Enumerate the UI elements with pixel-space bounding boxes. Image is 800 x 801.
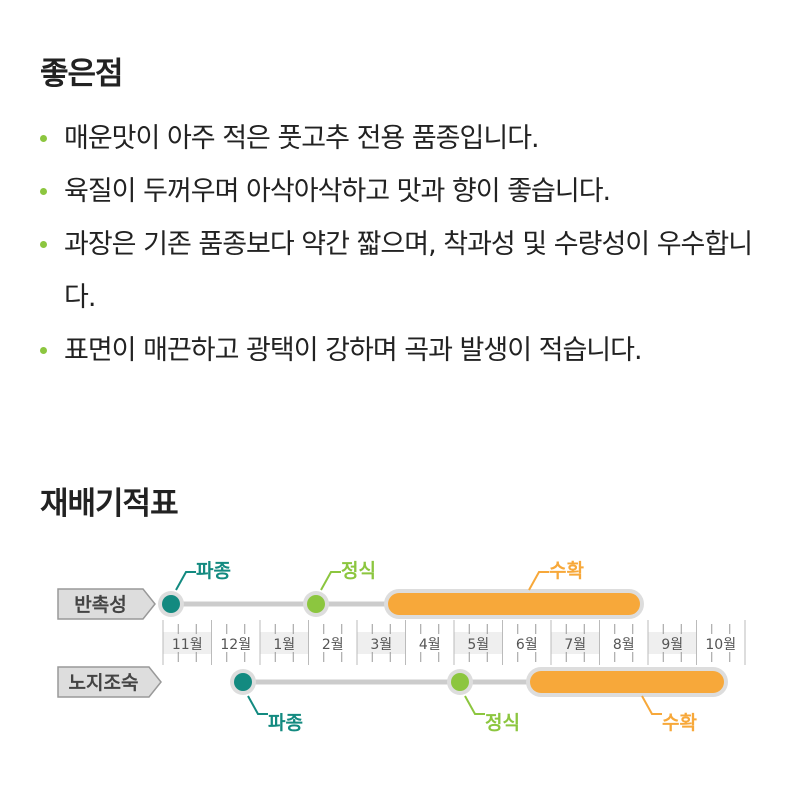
harvest-bar [530, 671, 724, 693]
month-label: 8월 [613, 637, 635, 653]
planting-label: 정식 [485, 712, 520, 734]
month-label: 12월 [220, 637, 251, 653]
harvest-label: 수확 [662, 711, 697, 734]
planting-label: 정식 [341, 560, 376, 582]
callout-line [320, 571, 341, 591]
month-band [357, 632, 406, 654]
month-band [163, 632, 212, 654]
item-text: 과장은 기존 품종보다 약간 짧으며, 착과성 및 수량성이 우수합니다. [64, 229, 753, 313]
month-label: 7월 [564, 637, 586, 653]
month-band [648, 632, 697, 654]
month-band [454, 632, 503, 654]
month-label: 3월 [370, 637, 392, 653]
callout-line [247, 695, 268, 715]
month-label: 9월 [661, 637, 683, 653]
sowing-label: 파종 [268, 712, 303, 734]
advantages-title: 좋은점 [40, 56, 124, 92]
month-band [260, 632, 309, 654]
month-label: 10월 [705, 637, 736, 653]
month-label: 1월 [273, 637, 295, 653]
bullet-icon [40, 188, 47, 195]
item-text: 표면이 매끈하고 광택이 강하며 곡과 발생이 적습니다. [64, 335, 643, 366]
sowing-marker [162, 595, 180, 613]
row-label-box [57, 666, 162, 698]
month-band [551, 632, 600, 654]
callout-line [528, 571, 549, 591]
list-item: 과장은 기존 품종보다 약간 짧으며, 착과성 및 수량성이 우수합니다. [40, 218, 780, 324]
list-item: 매운맛이 아주 적은 풋고추 전용 품종입니다. [40, 112, 780, 165]
list-item: 표면이 매끈하고 광택이 강하며 곡과 발생이 적습니다. [40, 324, 780, 377]
harvest-label: 수확 [549, 559, 584, 582]
item-text: 매운맛이 아주 적은 풋고추 전용 품종입니다. [64, 123, 540, 154]
bullet-icon [40, 241, 47, 248]
month-label: 5월 [467, 637, 489, 653]
advantages-list: 매운맛이 아주 적은 풋고추 전용 품종입니다. 육질이 두꺼우며 아삭아삭하고… [40, 112, 780, 377]
month-label: 2월 [322, 637, 344, 653]
planting-marker [307, 595, 325, 613]
list-item: 육질이 두꺼우며 아삭아삭하고 맛과 향이 좋습니다. [40, 165, 780, 218]
row-label: 반촉성 [74, 594, 126, 616]
month-label: 6월 [516, 637, 538, 653]
row-label: 노지조숙 [69, 672, 139, 694]
item-text: 육질이 두꺼우며 아삭아삭하고 맛과 향이 좋습니다. [64, 176, 611, 207]
schedule-title: 재배기적표 [40, 486, 179, 522]
row-label-box [57, 588, 156, 620]
sowing-label: 파종 [196, 560, 231, 582]
sowing-marker [234, 673, 252, 691]
callout-line [464, 695, 485, 715]
callout-line [641, 695, 662, 715]
harvest-bar [388, 593, 640, 615]
planting-marker [451, 673, 469, 691]
callout-line [175, 571, 196, 591]
month-label: 11월 [172, 637, 203, 653]
month-label: 4월 [419, 637, 441, 653]
bullet-icon [40, 347, 47, 354]
bullet-icon [40, 135, 47, 142]
